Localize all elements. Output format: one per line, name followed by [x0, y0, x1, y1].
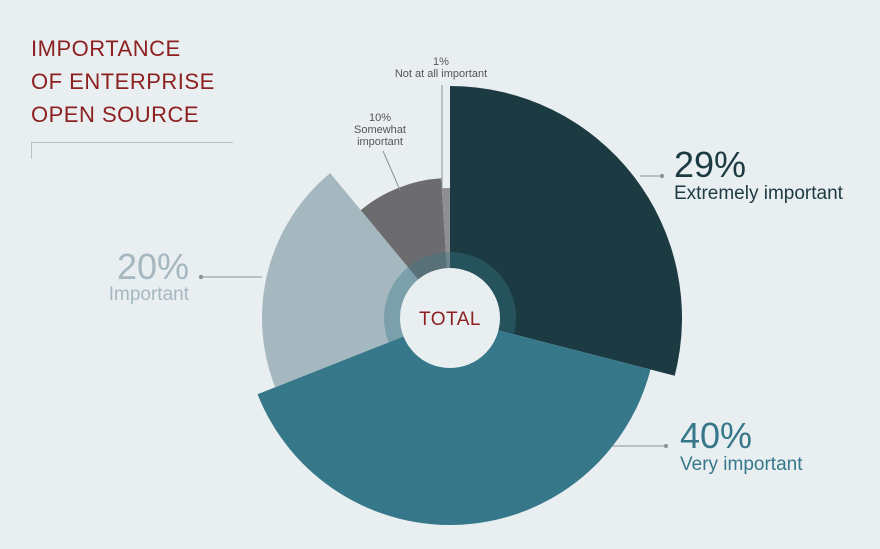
- title-line-2: OF ENTERPRISE: [31, 69, 215, 94]
- leader-dot-extremely: [659, 173, 665, 179]
- center-label: TOTAL: [419, 309, 481, 330]
- leader-lines: [198, 85, 669, 449]
- value-label-very: 40%: [680, 415, 752, 456]
- title-line-1: IMPORTANCE: [31, 36, 181, 61]
- slice-very-important: [257, 318, 651, 525]
- value-label-not-at-all: 1%: [433, 56, 449, 68]
- leader-dot-very: [663, 443, 669, 449]
- slice-label-not-at-all: Not at all important: [395, 68, 487, 80]
- title-divider: [31, 142, 233, 159]
- slice-label-somewhat-line1: Somewhat: [354, 124, 406, 136]
- leader-dot-important: [198, 274, 204, 280]
- chart-title: IMPORTANCE OF ENTERPRISE OPEN SOURCE: [31, 32, 215, 131]
- slice-label-important: Important: [109, 284, 190, 305]
- value-label-important: 20%: [117, 246, 189, 287]
- slice-label-very: Very important: [680, 454, 803, 475]
- leader-somewhat: [382, 150, 401, 191]
- slice-extremely-important: [450, 86, 682, 376]
- title-line-3: OPEN SOURCE: [31, 102, 200, 127]
- slice-label-extremely: Extremely important: [674, 183, 844, 204]
- center-hole: [400, 268, 500, 368]
- slice-label-somewhat-line2: important: [357, 136, 403, 148]
- value-label-extremely: 29%: [674, 144, 746, 185]
- value-label-somewhat: 10%: [369, 112, 391, 124]
